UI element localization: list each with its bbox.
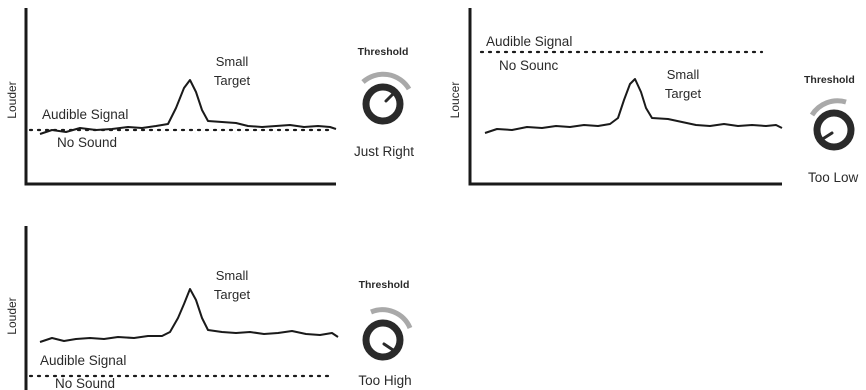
small-target-label-line1: Small	[667, 67, 700, 82]
threshold-title: Threshold	[804, 74, 855, 86]
knob-caption: Too Low	[808, 170, 859, 185]
threshold-title: Threshold	[359, 279, 410, 291]
small-target-label-line2: Target	[214, 287, 251, 302]
no-sound-label: No Sounc	[499, 58, 559, 73]
axes	[24, 8, 336, 186]
axes	[468, 8, 782, 186]
small-target-label-line1: Small	[216, 54, 249, 69]
threshold-knob-icon	[809, 98, 855, 151]
panel-too-low: Loucer Audible Signal No Sounc Small Tar…	[448, 8, 859, 186]
audible-signal-label: Audible Signal	[486, 34, 572, 49]
knob-caption: Just Right	[354, 144, 414, 159]
no-sound-label: No Sound	[55, 376, 115, 390]
threshold-knob-icon	[361, 71, 412, 125]
small-target-label-line2: Target	[214, 73, 251, 88]
threshold-title: Threshold	[358, 46, 409, 58]
audible-signal-label: Audible Signal	[42, 107, 128, 122]
small-target-label-line2: Target	[665, 86, 702, 101]
signal-trace	[484, 78, 783, 134]
small-target-label-line1: Small	[216, 268, 249, 283]
audible-signal-label: Audible Signal	[40, 353, 126, 368]
knob-caption: Too High	[358, 373, 411, 388]
signal-trace	[39, 79, 337, 135]
panel-too-high: Louder Audible Signal No Sound Small Tar…	[5, 226, 413, 390]
threshold-knob-icon	[362, 307, 413, 361]
no-sound-label: No Sound	[57, 135, 117, 150]
y-axis-label: Louder	[5, 81, 19, 118]
y-axis-label: Louder	[5, 297, 19, 334]
signal-trace	[39, 288, 339, 343]
y-axis-label: Loucer	[448, 82, 462, 119]
panel-just-right: Louder Audible Signal No Sound Small Tar…	[5, 8, 414, 186]
